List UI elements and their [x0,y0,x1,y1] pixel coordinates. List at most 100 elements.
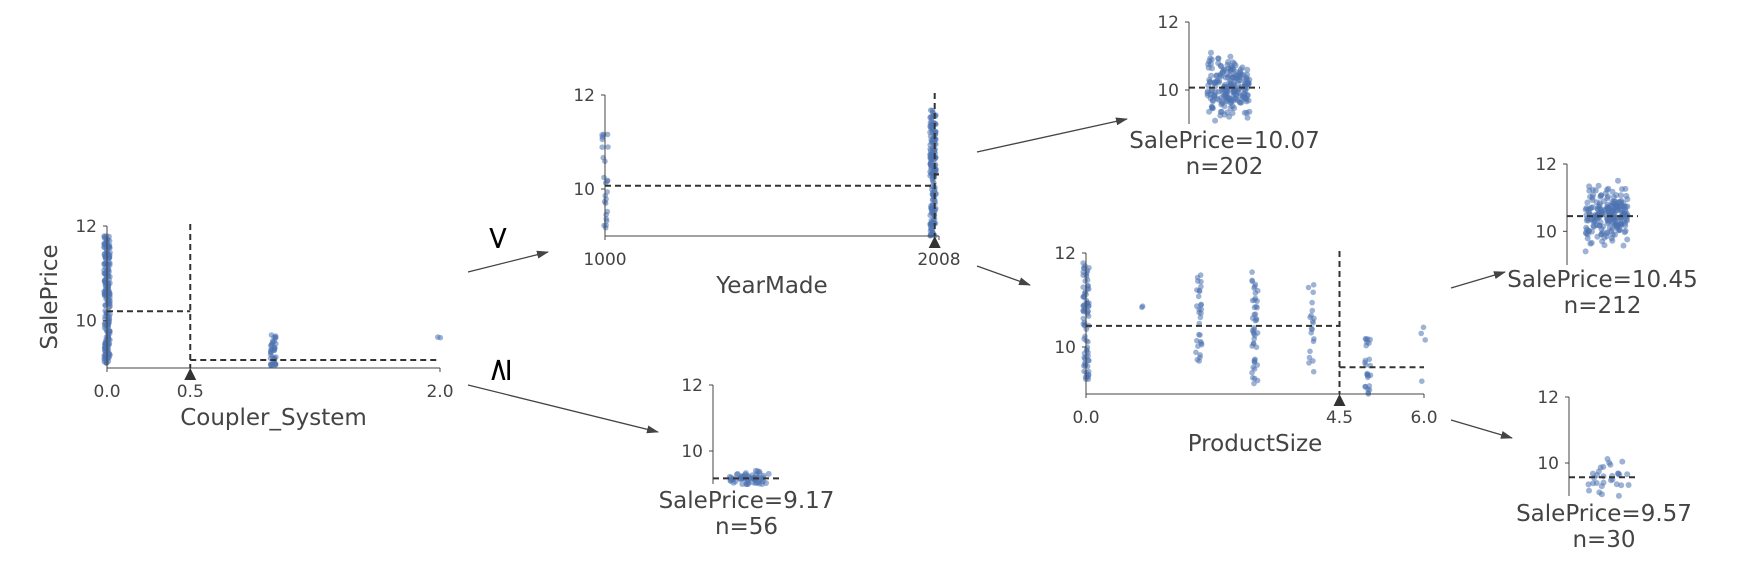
data-point [601,222,607,229]
data-point [1586,183,1593,190]
leaf-node-leaf-d: 10 12 SalePrice=9.17n=56 [659,376,835,540]
data-point [1585,206,1592,213]
data-point [106,317,112,324]
data-point [1250,329,1257,336]
data-point [1239,64,1246,71]
data-point [1310,358,1316,364]
data-point [1086,300,1092,306]
data-point [1217,62,1224,69]
edge-productsize-to-leaf-b [1450,271,1506,289]
data-point [1231,105,1238,112]
data-point [1207,60,1214,67]
data-point [1307,314,1313,321]
data-point [269,362,275,369]
x-axis-label: ProductSize [1188,431,1323,457]
data-point [732,478,739,485]
y-tick-label: 10 [573,180,595,200]
data-point [106,254,113,261]
data-point [1081,363,1087,369]
x-tick-label: 4.5 [1326,408,1353,428]
y-tick-label: 12 [681,376,703,396]
data-point [1598,192,1605,199]
y-tick-label: 10 [1537,454,1559,474]
data-point [437,334,444,341]
data-point [1231,71,1238,77]
data-point [1207,91,1214,98]
data-point [1599,238,1606,245]
leaf-count-label: n=56 [715,514,778,540]
data-point [928,125,934,132]
data-point [1595,182,1602,189]
data-point [1229,59,1236,66]
data-point [1251,357,1258,363]
data-point [1614,207,1621,214]
data-point [1623,217,1630,224]
data-point [1585,481,1592,488]
data-point [1197,314,1204,321]
data-point [739,481,746,487]
data-point [1422,337,1428,343]
edge-label-greater-equal: ≥ [480,357,518,384]
leaf-prediction-label: SalePrice=10.07 [1129,128,1319,154]
data-point [1309,318,1316,325]
data-point [1080,315,1087,322]
data-point [1217,108,1224,115]
data-point [1582,248,1589,255]
data-point [1198,283,1204,290]
data-point [1311,336,1317,342]
data-point [1084,311,1090,317]
data-point [1309,307,1316,314]
data-point [1238,71,1245,78]
data-point [1139,303,1146,310]
data-point [1603,233,1610,240]
data-point [1253,317,1260,323]
data-point [1362,357,1369,364]
leaf-count-label: n=202 [1186,154,1264,180]
y-tick-label: 10 [75,312,97,332]
x-tick-label: 0.0 [93,382,120,402]
leaf-node-leaf-c: 10 12 SalePrice=9.57n=30 [1516,388,1692,553]
data-point [927,107,934,113]
data-point [599,136,606,143]
data-point [1252,281,1259,288]
data-point [927,162,934,168]
data-point [605,144,611,150]
data-point [272,334,279,341]
y-tick-label: 12 [1535,155,1557,175]
data-point [1251,375,1258,382]
data-point [1623,192,1630,199]
data-point [1615,492,1622,499]
data-point [1620,242,1627,249]
data-point [1085,349,1091,356]
y-tick-label: 12 [573,86,595,106]
data-point [103,355,109,362]
y-tick-label: 10 [1054,338,1076,358]
data-point [1601,206,1608,213]
data-point [1593,480,1600,486]
data-point [604,189,610,195]
data-point [1251,304,1258,311]
data-point [1621,229,1628,236]
data-point [1615,470,1622,477]
data-point [1081,336,1087,342]
data-point [1364,336,1371,342]
y-tick-label: 10 [681,442,703,462]
data-point [1197,352,1203,358]
data-point [1081,265,1087,271]
data-point [1621,203,1628,210]
data-point [1080,284,1086,291]
data-point [1225,59,1232,65]
data-point [931,197,938,203]
data-point [1232,95,1238,102]
data-point [1251,325,1257,331]
data-point [1196,331,1202,338]
leaf-node-leaf-b: 10 12 SalePrice=10.45n=212 [1507,155,1697,319]
data-point [728,474,735,481]
data-point [1254,362,1261,368]
data-point [1195,293,1202,300]
data-point [599,144,605,150]
data-point [269,354,276,360]
split-node-productsize: 10 12 0.0 4.5 6.0 ProductSize [1054,244,1437,457]
edge-yearmade-to-leaf-a [976,117,1128,153]
